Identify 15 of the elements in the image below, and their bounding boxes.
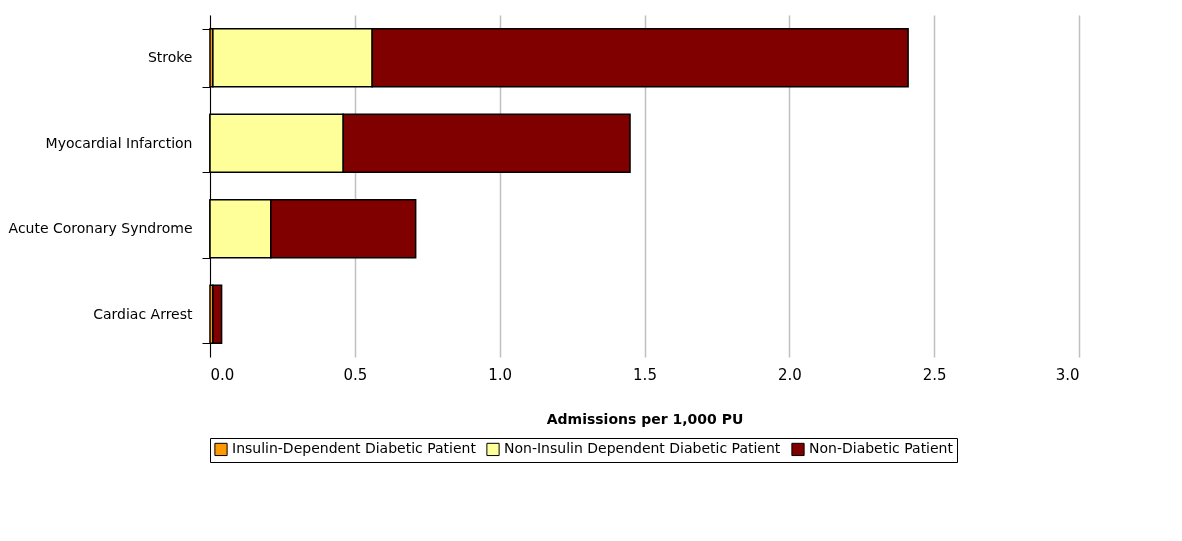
x-tick-label: 1.0: [488, 365, 513, 384]
y-tick-label: Cardiac Arrest: [93, 305, 193, 322]
y-tick-label: Acute Coronary Syndrome: [8, 220, 193, 237]
legend-label: Non-Insulin Dependent Diabetic Patient: [504, 440, 781, 457]
x-tick-label: 2.5: [922, 365, 947, 384]
x-tick-label: 0.0: [210, 365, 235, 384]
x-tick-label: 3.0: [1055, 365, 1080, 384]
y-tick-label: Myocardial Infarction: [45, 134, 193, 151]
x-tick-label: 0.5: [343, 365, 368, 384]
y-tick-label: Stroke: [147, 49, 193, 66]
x-tick-label: 2.0: [777, 365, 802, 384]
x-axis-title: Admissions per 1,000 PU: [546, 410, 744, 427]
x-tick-label: 1.5: [633, 365, 657, 384]
legend-label: Insulin-Dependent Diabetic Patient: [232, 440, 477, 457]
legend-label: Non-Diabetic Patient: [809, 440, 954, 457]
